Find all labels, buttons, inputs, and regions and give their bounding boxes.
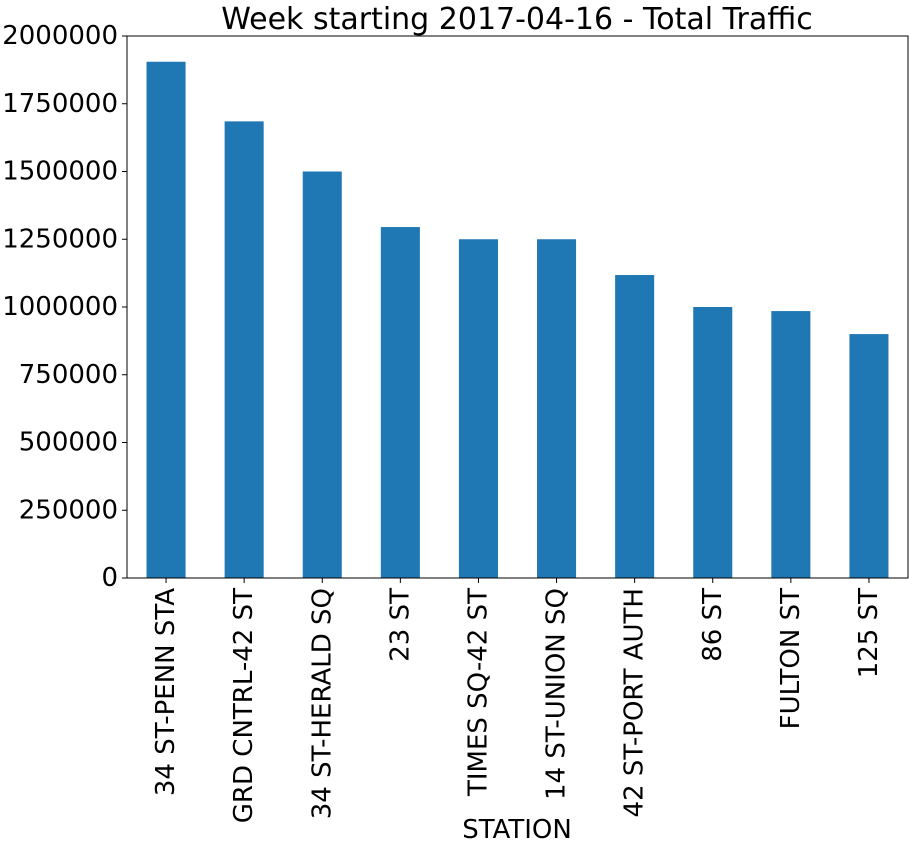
x-tick-label: 34 ST-HERALD SQ bbox=[307, 588, 337, 819]
bar bbox=[771, 311, 811, 578]
y-axis: 0 250000 500000 750000 1000000 1250000 1500000… bbox=[2, 21, 127, 593]
y-tick-label: 500000 bbox=[19, 428, 118, 458]
y-tick-label: 0 bbox=[101, 563, 118, 593]
x-tick-label: 42 ST-PORT AUTH bbox=[620, 588, 650, 817]
plot-frame bbox=[126, 35, 909, 579]
y-tick-label: 250000 bbox=[19, 495, 118, 525]
bar bbox=[146, 61, 186, 579]
x-tick-label: 125 ST bbox=[854, 588, 884, 678]
y-tick-label: 750000 bbox=[19, 360, 118, 390]
bar bbox=[537, 239, 577, 578]
x-tick-label: 14 ST-UNION SQ bbox=[542, 588, 572, 800]
y-tick-label: 2000000 bbox=[2, 21, 118, 51]
x-axis-label: STATION bbox=[462, 815, 572, 845]
x-tick-label: 34 ST-PENN STA bbox=[151, 588, 181, 796]
y-tick-label: 1750000 bbox=[2, 89, 118, 119]
bars-group bbox=[146, 61, 889, 579]
x-tick-label: GRD CNTRL-42 ST bbox=[229, 588, 259, 823]
chart-title: Week starting 2017-04-16 - Total Traffic bbox=[221, 2, 813, 37]
bar bbox=[380, 227, 420, 578]
bar bbox=[302, 171, 342, 578]
bar bbox=[224, 121, 264, 579]
bar bbox=[458, 239, 498, 578]
x-tick-label: 86 ST bbox=[698, 588, 728, 662]
bar bbox=[693, 307, 733, 578]
y-tick-label: 1000000 bbox=[2, 292, 118, 322]
bar bbox=[849, 334, 889, 578]
x-tick-label: TIMES SQ-42 ST bbox=[463, 588, 493, 797]
bar bbox=[615, 275, 655, 578]
y-tick-label: 1250000 bbox=[2, 224, 118, 254]
x-axis: 34 ST-PENN STA GRD CNTRL-42 ST 34 ST-HERAL… bbox=[151, 578, 884, 823]
y-tick-label: 1500000 bbox=[2, 157, 118, 187]
x-tick-label: 23 ST bbox=[385, 588, 415, 662]
x-tick-label: FULTON ST bbox=[776, 588, 806, 729]
